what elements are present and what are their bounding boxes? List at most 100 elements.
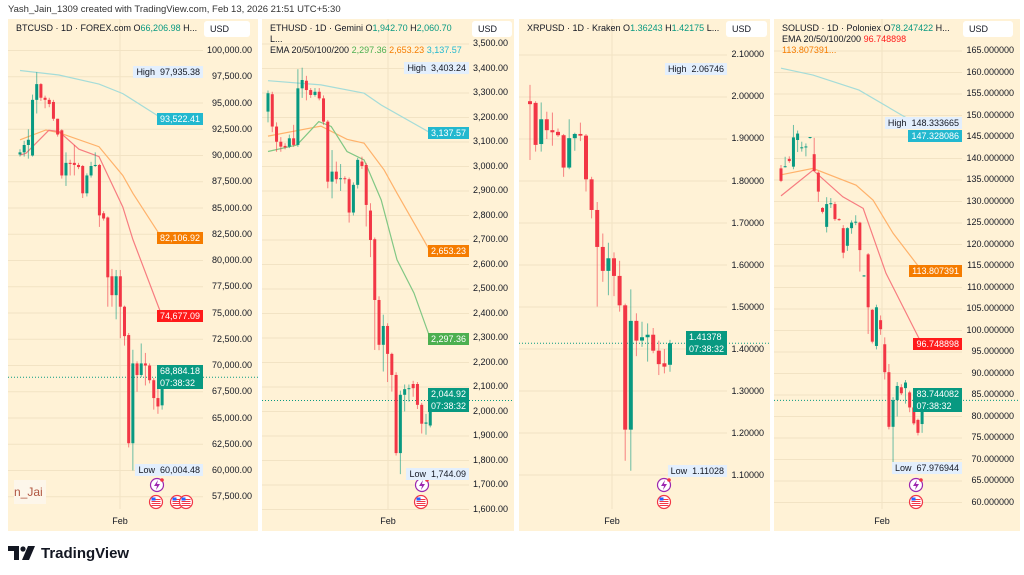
lightning-event-icon[interactable] [149, 477, 165, 493]
ema-line-teal [780, 67, 923, 128]
candle [645, 323, 650, 362]
candle-body [578, 133, 583, 136]
chart-panel-ethusd[interactable]: 3,500.00 3,400.00 3,300.00 3,200.00 3,100.00… [262, 19, 514, 531]
candle [300, 67, 304, 98]
price-axis-label: 62,500.00 [211, 438, 252, 449]
current-price-tag: 68,884.18 07:38:32 [156, 365, 203, 390]
high-value: 3,403.24 [430, 62, 466, 73]
ema-legend[interactable]: EMA 20/50/100/200 2,297.36 2,653.23 3,13… [270, 45, 466, 56]
us-flag-event-icon[interactable] [413, 494, 429, 510]
chart-panel-btcusd[interactable]: 100,000.00 97,500.00 95,000.00 92,500.00 90,… [8, 19, 258, 531]
candle [22, 140, 26, 157]
candle-body [858, 222, 862, 251]
ohlc-value: 1.36243 [630, 23, 663, 33]
symbol-legend[interactable]: ETHUSD · 1D · Gemini O1,942.70 H2,060.70… [270, 23, 466, 45]
ema-price-tag: 2,297.36 [427, 332, 469, 345]
high-value: 97,935.38 [159, 67, 200, 78]
candle-body [377, 299, 381, 345]
price-axis-label: 77,500.00 [211, 281, 252, 292]
price-axis-label: 67,500.00 [211, 386, 252, 397]
price-axis-label: 100.000000 [966, 324, 1014, 335]
us-flag-event-icon[interactable] [656, 494, 672, 510]
ohlc-key: L... [706, 23, 720, 33]
candle-body [343, 178, 347, 180]
candle-body [595, 209, 600, 247]
symbol-legend[interactable]: SOLUSD · 1D · Poloniex O78.247422 H... [782, 23, 957, 34]
ohlc-key: O [365, 23, 373, 33]
candle-body [309, 90, 313, 95]
candle [628, 289, 633, 471]
price-axis-label: 87,500.00 [211, 176, 252, 187]
price-chart[interactable] [8, 19, 258, 531]
price-axis-label: 2,200.00 [472, 356, 508, 367]
candle-body [854, 221, 858, 223]
candle [330, 150, 334, 199]
symbol-legend[interactable]: BTCUSD · 1D · FOREX.com O66,206.98 H... [16, 23, 198, 34]
ohlc-value: 2,060.70 [416, 23, 452, 33]
candle-body [634, 320, 639, 341]
bar-countdown: 07:38:32 [688, 344, 724, 355]
candle-body [606, 258, 611, 271]
bar-countdown: 07:38:32 [159, 378, 195, 389]
candle-body [368, 210, 372, 240]
tradingview-logo[interactable]: TradingView [8, 544, 129, 562]
us-flag-event-icon[interactable] [148, 494, 164, 510]
candle-body [424, 422, 428, 424]
chart-panel-xrpusd[interactable]: 2.10000 2.00000 1.90000 1.80000 1.70000 1.600… [519, 19, 770, 531]
ema-legend-value: 113.807391... [782, 45, 837, 55]
price-chart[interactable] [262, 19, 514, 531]
price-axis-label: 2,900.00 [472, 185, 508, 196]
candle [360, 156, 364, 169]
candle [854, 215, 858, 226]
time-axis-label: Feb [112, 516, 128, 526]
currency-button[interactable]: USD [726, 21, 767, 37]
price-axis-label: 3,300.00 [472, 87, 508, 98]
symbol-title: BTCUSD · 1D · FOREX.com [16, 23, 132, 33]
price-axis-label: 1.60000 [731, 259, 764, 270]
candle [787, 156, 791, 163]
candle [879, 315, 883, 335]
ema-line-orange [267, 125, 431, 252]
candle [623, 303, 628, 461]
price-axis-label: 1,900.00 [472, 430, 508, 441]
candle [612, 252, 616, 297]
candle-body [808, 136, 812, 138]
price-chart[interactable] [519, 19, 770, 531]
price-axis-label: 70,000.00 [211, 360, 252, 370]
low-label: Low [138, 465, 155, 476]
candle-body [72, 162, 76, 165]
candle-body [317, 91, 321, 99]
candle-body [26, 139, 30, 146]
currency-button[interactable]: USD [204, 21, 250, 37]
candle [779, 164, 783, 183]
high-price-marker: High 148.333665 [884, 116, 962, 129]
low-value: 60,004.48 [159, 465, 200, 476]
high-price-marker: High 97,935.38 [133, 66, 203, 79]
us-flag-event-icon[interactable] [178, 494, 194, 510]
candle-body [556, 131, 560, 136]
us-flag-event-icon[interactable] [908, 494, 924, 510]
candle [584, 133, 588, 192]
candle-body [812, 154, 816, 171]
chart-legend: SOLUSD · 1D · Poloniex O78.247422 H... E… [782, 23, 957, 56]
candle-body [143, 363, 147, 366]
symbol-legend[interactable]: XRPUSD · 1D · Kraken O1.36243 H1.42175 L… [527, 23, 720, 34]
currency-button[interactable]: USD [472, 21, 512, 37]
ema-legend[interactable]: EMA 20/50/100/200 96.748898 113.807391..… [782, 34, 957, 56]
candle-body [796, 133, 800, 141]
lightning-event-icon[interactable] [656, 477, 672, 493]
candle [841, 225, 845, 259]
currency-button[interactable]: USD [963, 21, 1013, 37]
chart-panel-solusd[interactable]: 165.000000 160.000000 155.000000 150.000000… [774, 19, 1020, 531]
lightning-event-icon[interactable] [414, 477, 430, 493]
candle [829, 198, 833, 208]
price-axis-label: 155.000000 [966, 88, 1014, 99]
candle [26, 129, 30, 159]
lightning-event-icon[interactable] [908, 477, 924, 493]
ema-price-tag: 147.328086 [908, 129, 962, 142]
candle-body [533, 102, 538, 145]
high-value: 148.333665 [911, 117, 959, 128]
price-chart[interactable] [774, 19, 1020, 531]
candle [424, 413, 428, 435]
price-axis-label: 105.000000 [966, 303, 1014, 314]
